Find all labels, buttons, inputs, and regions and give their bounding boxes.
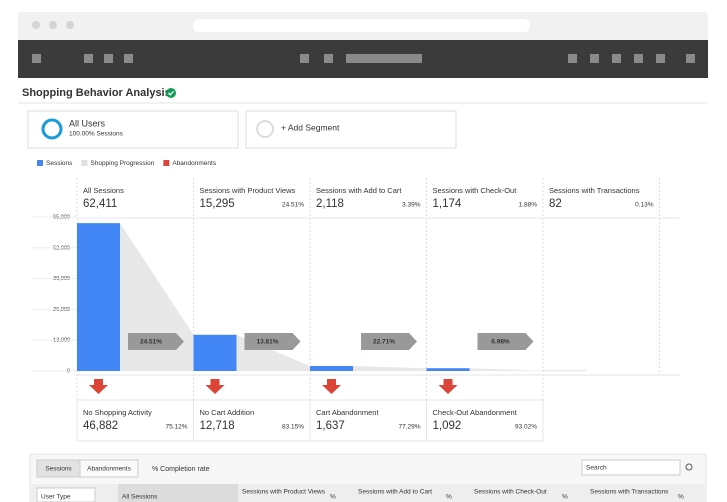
search-box[interactable] bbox=[581, 459, 681, 476]
completion-option: % Completion rate bbox=[152, 466, 210, 473]
stage-count: 15,295 bbox=[200, 198, 235, 210]
progression-arrow bbox=[128, 333, 184, 350]
progression-arrow bbox=[244, 333, 301, 350]
nav-icons bbox=[32, 54, 695, 63]
stage-percent: 24.51% bbox=[282, 202, 304, 209]
sorted-header bbox=[118, 484, 238, 502]
tab-label: Abandonments bbox=[87, 466, 131, 473]
legend-label: Abandonments bbox=[172, 160, 216, 167]
abandon-arrow bbox=[438, 379, 458, 394]
abandon-arrow bbox=[89, 379, 108, 394]
abandon-percent: 77.29% bbox=[398, 424, 420, 431]
dropdown[interactable] bbox=[36, 487, 96, 502]
abandon-bar bbox=[309, 399, 427, 442]
column-header: User Type bbox=[41, 494, 71, 501]
progression-arrow bbox=[361, 333, 417, 350]
legend-swatch bbox=[163, 160, 170, 166]
abandon-count: 12,718 bbox=[200, 420, 235, 432]
abandon-percent: 93.02% bbox=[515, 424, 537, 431]
check bbox=[168, 90, 174, 96]
search-placeholder: Search bbox=[586, 465, 607, 472]
bar bbox=[193, 334, 237, 371]
abandon-bar bbox=[193, 399, 311, 442]
column-header: % bbox=[446, 494, 452, 501]
abandon-percent: 83.15% bbox=[282, 424, 304, 431]
abandon-name: Cart Abandonment bbox=[316, 408, 379, 417]
abandon-count: 46,882 bbox=[83, 420, 118, 432]
add-segment: + Add Segment bbox=[281, 122, 340, 132]
stage-name: Sessions with Product Views bbox=[200, 186, 296, 195]
funnel-chart: 013,00026,00039,00052,00065,000All Sessi… bbox=[32, 178, 680, 442]
segment-card[interactable] bbox=[27, 110, 239, 149]
column-header: Sessions with Add to Cart bbox=[358, 489, 432, 496]
legend: Sessions Shopping Progression Abandonments bbox=[37, 160, 217, 167]
progression-label: 6.98% bbox=[491, 339, 510, 346]
stage-count: 2,118 bbox=[316, 198, 344, 210]
abandon-name: Check-Out Abandonment bbox=[433, 408, 518, 417]
stage-name: Sessions with Transactions bbox=[549, 186, 640, 195]
abandon-bar bbox=[426, 399, 544, 442]
progression-label: 22.71% bbox=[373, 339, 395, 346]
table: Sessions Abandonments % Completion rate Sea… bbox=[29, 453, 707, 502]
abandon-count: 1,092 bbox=[433, 420, 462, 432]
abandon-name: No Cart Addition bbox=[200, 408, 255, 417]
plot-bg bbox=[77, 178, 680, 441]
abandon-count: 1,637 bbox=[316, 420, 345, 432]
legend-swatch bbox=[81, 160, 88, 166]
column-header: Sessions with Check-Out bbox=[474, 489, 547, 496]
column-header: % bbox=[562, 494, 568, 501]
progression-arrow bbox=[477, 333, 534, 350]
stage-count: 82 bbox=[549, 198, 562, 210]
progression-area bbox=[353, 365, 427, 371]
stage-percent: 1.88% bbox=[519, 202, 538, 209]
abandon-percent: 75.12% bbox=[165, 424, 187, 431]
add-segment-card[interactable] bbox=[245, 110, 457, 149]
stage-name: All Sessions bbox=[83, 186, 124, 195]
bar bbox=[77, 223, 120, 371]
column-header: % bbox=[330, 494, 336, 501]
legend-label: Sessions bbox=[46, 160, 73, 167]
segment-detail: 100.00% Sessions bbox=[69, 131, 124, 138]
tab-label: Sessions bbox=[45, 466, 72, 473]
abandon-arrow bbox=[205, 379, 225, 394]
window-dot bbox=[32, 21, 40, 29]
column-header: % bbox=[678, 494, 684, 501]
page-title: Shopping Behavior Analysis bbox=[22, 87, 171, 99]
stage-name: Sessions with Check-Out bbox=[433, 186, 518, 195]
progression-label: 13.81% bbox=[256, 339, 278, 346]
window-dot bbox=[49, 21, 57, 29]
bar bbox=[310, 365, 353, 371]
column-header: All Sessions bbox=[122, 494, 158, 501]
verified-icon bbox=[166, 88, 176, 98]
bar bbox=[426, 368, 470, 371]
progression-label: 24.51% bbox=[140, 339, 162, 346]
legend-swatch bbox=[37, 160, 43, 166]
legend-label: Shopping Progression bbox=[90, 160, 154, 167]
stage-percent: 0.13% bbox=[635, 202, 654, 209]
abandon-arrow bbox=[322, 379, 341, 394]
segment-ring bbox=[256, 120, 274, 138]
stage-name: Sessions with Add to Cart bbox=[316, 186, 402, 195]
window-dot bbox=[66, 21, 74, 29]
progression-area bbox=[469, 368, 543, 371]
segment-ring bbox=[41, 118, 63, 140]
stage-count: 1,174 bbox=[433, 198, 462, 210]
stage-count: 62,411 bbox=[83, 198, 117, 210]
segment-name: All Users bbox=[69, 118, 106, 128]
search-icon bbox=[685, 463, 693, 471]
tab[interactable] bbox=[79, 459, 139, 478]
stage-percent: 3.39% bbox=[402, 202, 421, 209]
abandon-name: No Shopping Activity bbox=[83, 408, 152, 417]
column-header: Sessions with Product Views bbox=[242, 489, 326, 496]
address-bar[interactable] bbox=[193, 19, 530, 32]
abandon-bar bbox=[76, 399, 194, 442]
column-header: Sessions with Transactions bbox=[590, 489, 669, 496]
